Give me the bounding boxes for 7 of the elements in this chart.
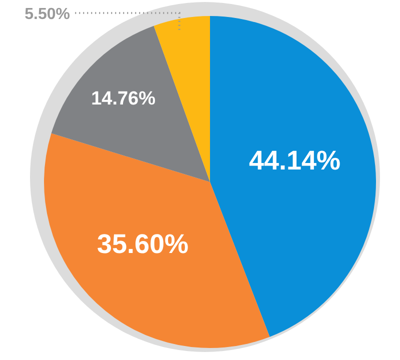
pie-slice bbox=[210, 16, 376, 337]
data-label: 14.76% bbox=[91, 88, 156, 110]
data-label: 5.50% bbox=[24, 6, 70, 23]
pie-slice bbox=[154, 16, 210, 182]
data-label: 35.60% bbox=[96, 228, 189, 259]
data-label: 44.14% bbox=[248, 145, 341, 176]
pie-slice bbox=[51, 26, 210, 182]
